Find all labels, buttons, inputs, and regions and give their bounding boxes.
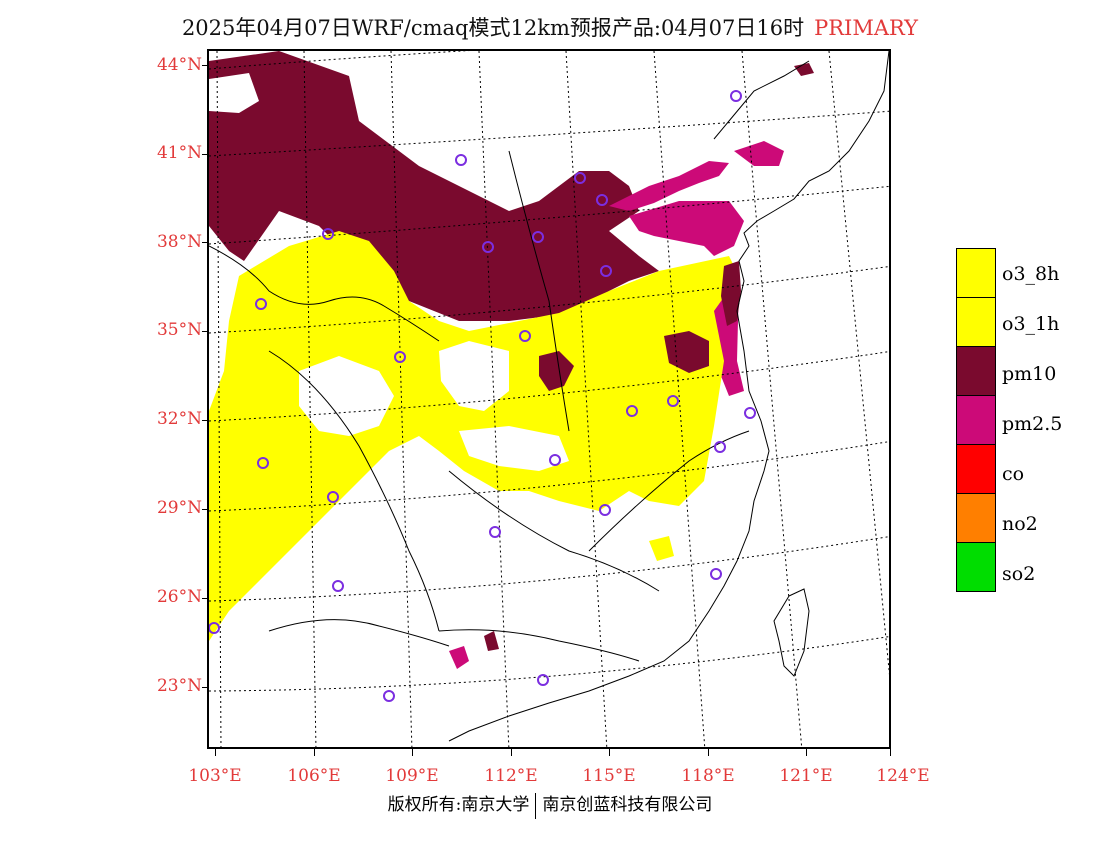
clean-area-central — [439, 341, 509, 411]
legend-label-co: co — [1002, 463, 1025, 485]
station-marker — [549, 454, 561, 466]
station-marker — [599, 504, 611, 516]
station-marker — [257, 457, 269, 469]
lon-label-106e: 106°E — [287, 766, 341, 786]
lat-label-23n: 23°N — [156, 676, 202, 696]
station-marker — [596, 194, 608, 206]
copyright-footer: 版权所有:南京大学 南京创蓝科技有限公司 — [0, 790, 1100, 819]
lon-tick — [215, 749, 216, 756]
pm10-patch-henan — [539, 351, 574, 391]
station-marker — [600, 265, 612, 277]
legend-label-pm25: pm2.5 — [1002, 413, 1063, 435]
lat-label-29n: 29°N — [156, 498, 202, 518]
coastline — [209, 51, 889, 742]
station-marker — [209, 622, 220, 634]
legend — [956, 248, 996, 592]
pm25-region-bohai — [609, 161, 729, 211]
lat-label-44n: 44°N — [156, 55, 202, 75]
station-markers — [209, 90, 756, 702]
pm10-patch-northwest — [209, 73, 259, 113]
lat-tick — [202, 242, 208, 243]
legend-swatch-o3-1h — [956, 297, 996, 347]
station-marker — [332, 580, 344, 592]
map-panel[interactable] — [207, 49, 891, 749]
legend-swatch-o3-8h — [956, 248, 996, 298]
pm25-region-liaoning — [734, 141, 784, 166]
lon-label-115e: 115°E — [582, 766, 636, 786]
lat-tick — [202, 598, 208, 599]
lat-label-26n: 26°N — [156, 587, 202, 607]
station-marker — [255, 298, 267, 310]
lon-tick — [708, 749, 709, 756]
lon-tick — [806, 749, 807, 756]
pm10-patch-ne — [794, 63, 814, 76]
map-canvas — [209, 51, 889, 747]
lon-label-124e: 124°E — [876, 766, 930, 786]
lon-label-112e: 112°E — [484, 766, 538, 786]
station-marker — [532, 231, 544, 243]
lat-tick — [202, 509, 208, 510]
lat-tick — [202, 420, 208, 421]
station-marker — [537, 674, 549, 686]
copyright-left: 版权所有:南京大学 — [387, 795, 530, 815]
lat-tick — [202, 154, 208, 155]
pm10-patch-shandong-coast — [721, 261, 741, 326]
lat-label-32n: 32°N — [156, 409, 202, 429]
station-marker — [383, 690, 395, 702]
clean-area-sichuan — [299, 356, 394, 436]
lon-label-109e: 109°E — [385, 766, 439, 786]
legend-label-pm10: pm10 — [1002, 363, 1057, 385]
lat-tick — [202, 65, 208, 66]
station-marker — [574, 172, 586, 184]
clean-area-hubei — [459, 426, 569, 471]
pm10-patch-south — [484, 631, 499, 651]
legend-label-o3-1h: o3_1h — [1002, 313, 1060, 335]
lon-tick — [511, 749, 512, 756]
station-marker — [394, 351, 406, 363]
legend-swatch-pm10 — [956, 346, 996, 396]
station-marker — [489, 526, 501, 538]
o3-patch-east — [649, 536, 674, 561]
legend-swatch-so2 — [956, 542, 996, 592]
lat-tick — [202, 331, 208, 332]
station-marker — [455, 154, 467, 166]
copyright-right: 南京创蓝科技有限公司 — [542, 795, 713, 815]
pm25-patch-south — [449, 646, 469, 669]
pm10-region-north — [209, 51, 659, 321]
station-marker — [714, 441, 726, 453]
graticule — [209, 51, 889, 747]
station-marker — [322, 228, 334, 240]
title-primary-tag: PRIMARY — [814, 16, 919, 40]
lon-tick — [609, 749, 610, 756]
legend-swatch-pm25 — [956, 395, 996, 445]
lat-label-41n: 41°N — [156, 143, 202, 163]
station-marker — [730, 90, 742, 102]
lat-label-35n: 35°N — [156, 320, 202, 340]
station-marker — [519, 330, 531, 342]
legend-label-o3-8h: o3_8h — [1002, 263, 1060, 285]
station-marker — [744, 407, 756, 419]
station-marker — [327, 491, 339, 503]
title-text: 2025年04月07日WRF/cmaq模式12km预报产品:04月07日16时 — [181, 16, 805, 40]
station-marker — [482, 241, 494, 253]
footer-divider — [535, 792, 537, 819]
lat-label-38n: 38°N — [156, 232, 202, 252]
legend-label-no2: no2 — [1002, 513, 1038, 535]
legend-label-so2: so2 — [1002, 563, 1036, 585]
lon-tick — [412, 749, 413, 756]
lat-tick — [202, 687, 208, 688]
station-marker — [626, 405, 638, 417]
legend-swatch-co — [956, 444, 996, 494]
pm25-region-shandong — [629, 201, 744, 256]
lon-label-121e: 121°E — [779, 766, 833, 786]
station-marker — [667, 395, 679, 407]
lon-tick — [890, 749, 891, 756]
lon-label-118e: 118°E — [681, 766, 735, 786]
station-marker — [710, 568, 722, 580]
lon-tick — [314, 749, 315, 756]
legend-swatch-no2 — [956, 493, 996, 543]
map-title: 2025年04月07日WRF/cmaq模式12km预报产品:04月07日16时 P… — [0, 12, 1100, 42]
lon-label-103e: 103°E — [188, 766, 242, 786]
